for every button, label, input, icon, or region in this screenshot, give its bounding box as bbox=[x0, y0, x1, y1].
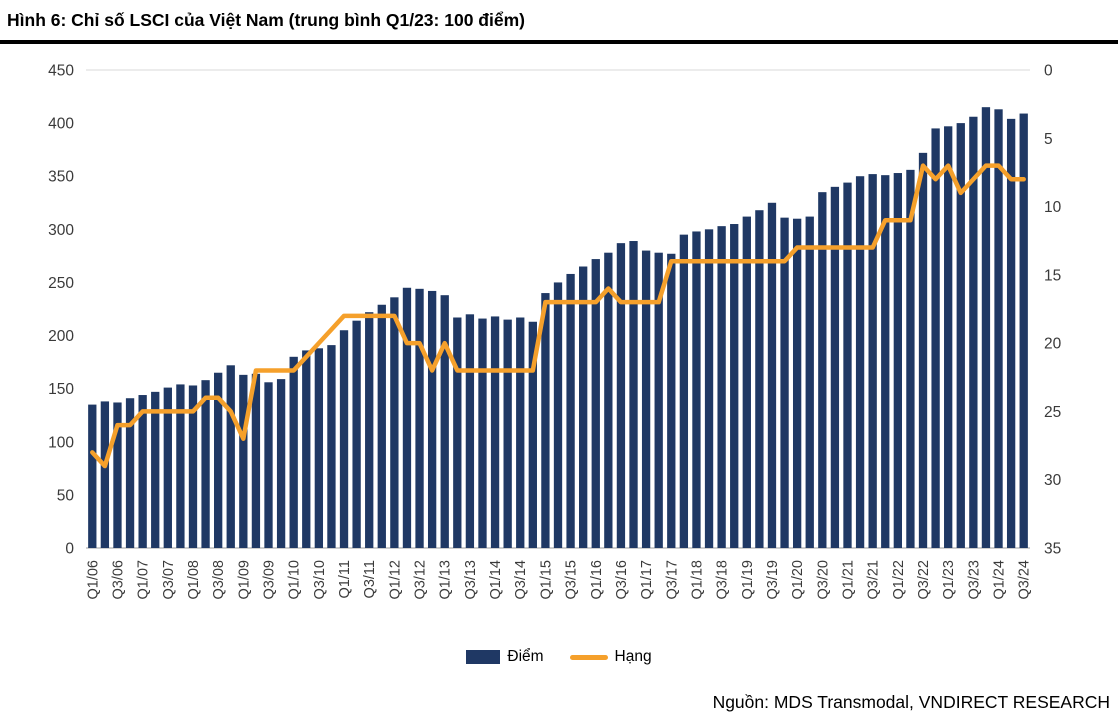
svg-text:50: 50 bbox=[57, 487, 75, 504]
figure-title: Hình 6: Chỉ số LSCI của Việt Nam (trung … bbox=[7, 10, 525, 30]
svg-text:350: 350 bbox=[48, 169, 74, 186]
svg-text:Q1/21: Q1/21 bbox=[840, 560, 856, 600]
svg-text:10: 10 bbox=[1044, 199, 1062, 216]
svg-text:200: 200 bbox=[48, 328, 74, 345]
svg-text:100: 100 bbox=[48, 434, 74, 451]
svg-text:Q1/17: Q1/17 bbox=[639, 560, 655, 600]
svg-text:300: 300 bbox=[48, 222, 74, 239]
svg-text:Q3/21: Q3/21 bbox=[866, 560, 882, 600]
svg-text:Q3/24: Q3/24 bbox=[1017, 560, 1033, 600]
svg-text:Q1/14: Q1/14 bbox=[488, 560, 504, 600]
source-note: Nguồn: MDS Transmodal, VNDIRECT RESEARCH bbox=[712, 692, 1110, 712]
svg-text:25: 25 bbox=[1044, 404, 1061, 421]
svg-text:Q3/14: Q3/14 bbox=[513, 560, 529, 600]
svg-text:450: 450 bbox=[48, 63, 74, 80]
svg-text:Q1/16: Q1/16 bbox=[589, 560, 605, 600]
svg-text:Q1/24: Q1/24 bbox=[992, 560, 1008, 600]
svg-text:Q1/07: Q1/07 bbox=[136, 560, 152, 600]
svg-text:Q3/23: Q3/23 bbox=[966, 560, 982, 600]
hang-line-swatch bbox=[569, 654, 608, 660]
figure-header: Hình 6: Chỉ số LSCI của Việt Nam (trung … bbox=[0, 10, 1118, 44]
svg-text:Q1/18: Q1/18 bbox=[689, 560, 705, 600]
svg-text:Q1/23: Q1/23 bbox=[941, 560, 957, 600]
svg-text:Q1/19: Q1/19 bbox=[740, 560, 756, 600]
svg-text:Q3/11: Q3/11 bbox=[362, 560, 378, 598]
svg-text:Q3/13: Q3/13 bbox=[463, 560, 479, 600]
svg-text:Q3/09: Q3/09 bbox=[262, 560, 278, 600]
legend-item-diem: Điểm bbox=[466, 648, 544, 666]
svg-text:Q3/07: Q3/07 bbox=[161, 560, 177, 600]
svg-text:Q1/06: Q1/06 bbox=[85, 560, 101, 600]
svg-text:Q1/12: Q1/12 bbox=[387, 560, 403, 600]
svg-text:0: 0 bbox=[65, 541, 74, 558]
svg-text:Q3/10: Q3/10 bbox=[312, 560, 328, 600]
svg-text:Q3/20: Q3/20 bbox=[815, 560, 831, 600]
chart-legend: Điểm Hạng bbox=[0, 646, 1118, 668]
svg-text:Q1/10: Q1/10 bbox=[287, 560, 303, 600]
svg-text:20: 20 bbox=[1044, 336, 1062, 353]
svg-text:Q3/12: Q3/12 bbox=[413, 560, 429, 600]
svg-text:Q3/16: Q3/16 bbox=[614, 560, 630, 600]
svg-text:Q1/09: Q1/09 bbox=[236, 560, 252, 600]
chart-canvas: 0 50 100 150 200 250 300 350 400 450 0 5 10 15 20 25 30 3… bbox=[48, 63, 1062, 600]
svg-text:400: 400 bbox=[48, 116, 74, 133]
svg-text:Q3/08: Q3/08 bbox=[211, 560, 227, 600]
svg-text:Q3/18: Q3/18 bbox=[715, 560, 731, 600]
svg-text:15: 15 bbox=[1044, 267, 1061, 284]
svg-text:250: 250 bbox=[48, 275, 74, 292]
svg-text:Q1/20: Q1/20 bbox=[790, 560, 806, 600]
svg-text:35: 35 bbox=[1044, 541, 1061, 558]
legend-item-hang: Hạng bbox=[569, 648, 652, 666]
svg-text:Q3/19: Q3/19 bbox=[765, 560, 781, 600]
diem-bar-swatch bbox=[466, 650, 501, 664]
source-row: Nguồn: MDS Transmodal, VNDIRECT RESEARCH bbox=[713, 692, 1110, 713]
svg-text:Q1/13: Q1/13 bbox=[438, 560, 454, 600]
diem-legend-label: Điểm bbox=[507, 648, 544, 665]
svg-text:30: 30 bbox=[1044, 472, 1062, 489]
svg-text:5: 5 bbox=[1044, 131, 1053, 148]
svg-text:Q3/15: Q3/15 bbox=[564, 560, 580, 600]
hang-legend-label: Hạng bbox=[614, 648, 652, 665]
svg-text:Q3/06: Q3/06 bbox=[110, 560, 126, 600]
svg-text:150: 150 bbox=[48, 381, 74, 398]
svg-text:Q3/17: Q3/17 bbox=[664, 560, 680, 600]
svg-text:Q1/22: Q1/22 bbox=[891, 560, 907, 600]
svg-text:Q1/15: Q1/15 bbox=[538, 560, 554, 600]
svg-text:Q1/08: Q1/08 bbox=[186, 560, 202, 600]
svg-text:0: 0 bbox=[1044, 63, 1053, 80]
svg-text:Q3/22: Q3/22 bbox=[916, 560, 932, 600]
svg-text:Q1/11: Q1/11 bbox=[337, 560, 353, 598]
